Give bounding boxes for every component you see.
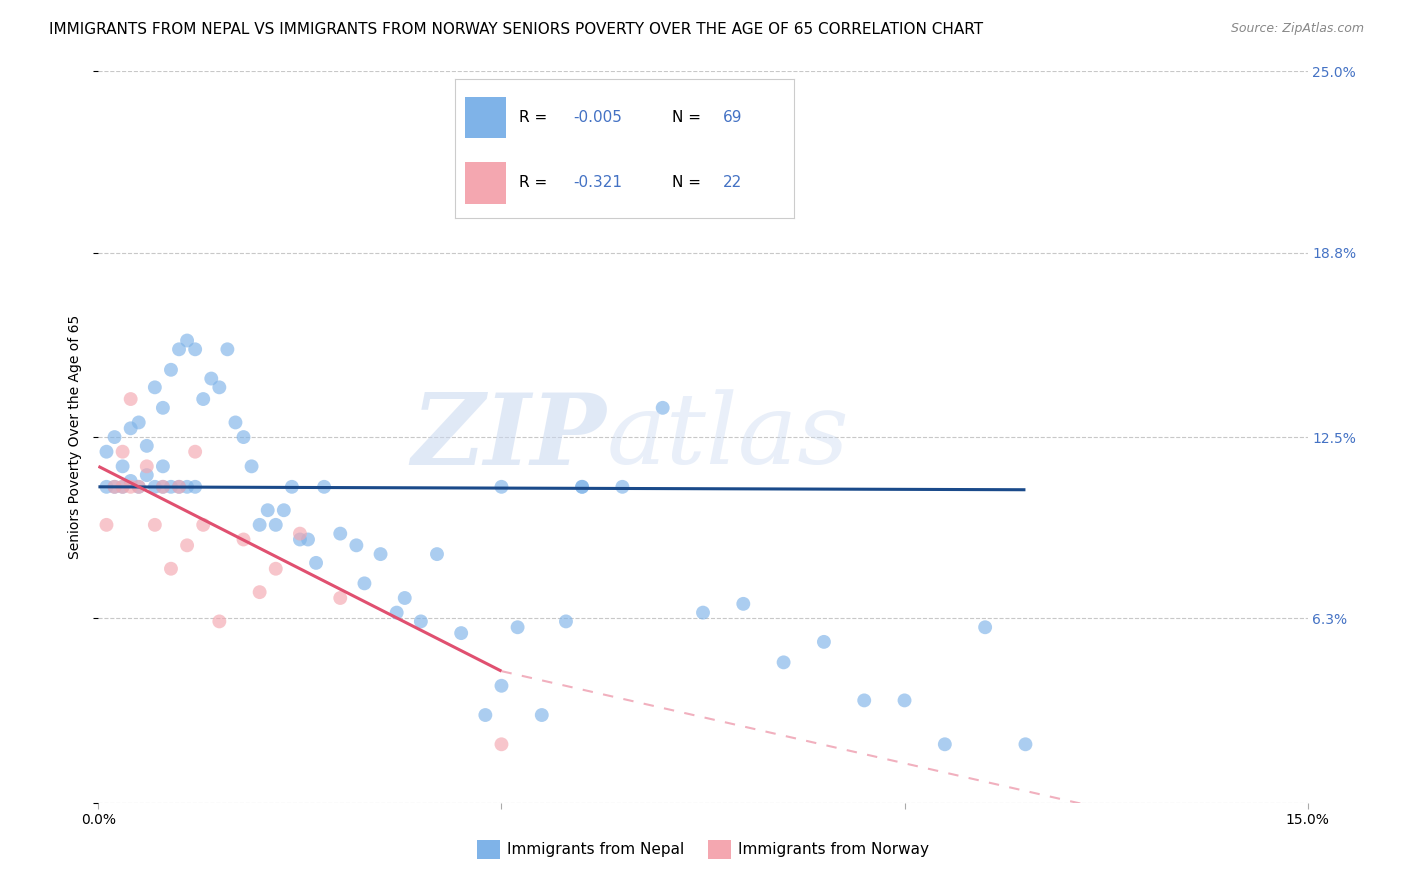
Legend: Immigrants from Nepal, Immigrants from Norway: Immigrants from Nepal, Immigrants from N… (471, 834, 935, 864)
Point (385, 606, 408, 620)
Point (733, 597, 755, 611)
Point (152, 459, 174, 474)
Point (160, 480, 183, 494)
Text: atlas: atlas (606, 390, 849, 484)
Point (167, 343, 190, 357)
Point (893, 693, 915, 707)
Point (853, 693, 876, 707)
Point (426, 547, 449, 561)
Point (772, 656, 794, 670)
Point (135, 439, 157, 453)
Point (200, 371, 222, 385)
Point (224, 416, 246, 430)
Point (974, 620, 997, 634)
Point (305, 556, 328, 570)
Point (370, 547, 392, 561)
Point (96, 444, 118, 458)
Point (409, 615, 432, 629)
Point (128, 480, 150, 494)
Point (256, 503, 278, 517)
Point (329, 591, 352, 605)
Point (249, 585, 271, 599)
Point (193, 392, 215, 406)
Text: ZIP: ZIP (412, 389, 606, 485)
Point (232, 533, 254, 547)
Point (135, 468, 157, 483)
Point (167, 480, 190, 494)
Point (143, 480, 166, 494)
Point (120, 421, 142, 435)
Point (264, 517, 287, 532)
Point (491, 679, 513, 693)
Point (103, 480, 125, 494)
Point (160, 562, 183, 576)
Point (120, 392, 142, 406)
Point (612, 480, 634, 494)
Point (111, 459, 134, 474)
Point (176, 334, 198, 348)
Point (143, 380, 166, 394)
Point (288, 526, 311, 541)
Point (120, 474, 142, 488)
Point (281, 480, 304, 494)
Point (264, 562, 287, 576)
Point (176, 480, 198, 494)
Point (491, 480, 513, 494)
Point (353, 576, 375, 591)
Point (288, 533, 311, 547)
Point (217, 343, 239, 357)
Point (692, 606, 714, 620)
Point (120, 480, 142, 494)
Point (184, 480, 207, 494)
Point (314, 480, 336, 494)
Point (232, 430, 254, 444)
Point (160, 363, 183, 377)
Point (208, 615, 231, 629)
Point (111, 444, 134, 458)
Point (491, 737, 513, 751)
Point (506, 620, 529, 634)
Point (143, 517, 166, 532)
Point (103, 480, 125, 494)
Point (344, 538, 367, 552)
Point (934, 737, 956, 751)
Point (240, 459, 263, 474)
Point (450, 626, 472, 640)
Point (474, 708, 496, 723)
Point (273, 503, 295, 517)
Point (111, 480, 134, 494)
Point (1014, 737, 1036, 751)
Point (555, 615, 578, 629)
Point (152, 401, 174, 415)
Point (167, 480, 190, 494)
Point (128, 480, 150, 494)
Text: Source: ZipAtlas.com: Source: ZipAtlas.com (1230, 22, 1364, 36)
Point (152, 480, 174, 494)
Point (184, 444, 207, 458)
Point (96, 480, 118, 494)
Point (571, 480, 593, 494)
Point (394, 591, 416, 605)
Point (249, 517, 271, 532)
Text: IMMIGRANTS FROM NEPAL VS IMMIGRANTS FROM NORWAY SENIORS POVERTY OVER THE AGE OF : IMMIGRANTS FROM NEPAL VS IMMIGRANTS FROM… (49, 22, 983, 37)
Point (208, 380, 231, 394)
Point (184, 343, 207, 357)
Point (193, 517, 215, 532)
Point (135, 459, 157, 474)
Point (813, 635, 835, 649)
Point (329, 526, 352, 541)
Point (651, 401, 673, 415)
Point (297, 533, 319, 547)
Point (152, 480, 174, 494)
Point (128, 416, 150, 430)
Point (176, 538, 198, 552)
Point (111, 480, 134, 494)
Y-axis label: Seniors Poverty Over the Age of 65: Seniors Poverty Over the Age of 65 (67, 315, 82, 559)
Point (103, 430, 125, 444)
Point (96, 517, 118, 532)
Point (571, 480, 593, 494)
Point (530, 708, 553, 723)
